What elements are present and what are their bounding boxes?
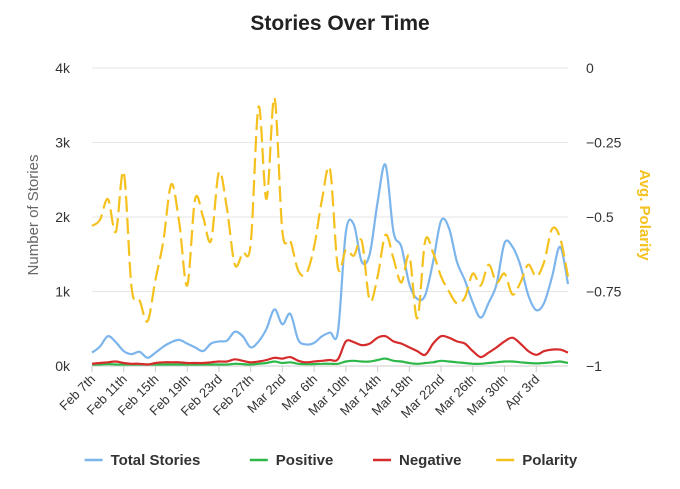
left-axis-ticks: 0k 1k 2k 3k 4k — [55, 60, 71, 374]
left-tick-label: 2k — [55, 209, 71, 225]
chart-title: Stories Over Time — [250, 12, 429, 35]
right-tick-label: −0.25 — [586, 135, 622, 151]
legend-item-positive[interactable]: Positive — [249, 452, 334, 469]
legend-label: Positive — [276, 452, 334, 469]
legend-item-polarity[interactable]: Polarity — [496, 452, 578, 469]
left-tick-label: 0k — [55, 358, 71, 374]
right-tick-label: −1 — [586, 358, 602, 374]
left-tick-label: 1k — [55, 284, 71, 300]
right-tick-label: −0.75 — [586, 284, 622, 300]
legend[interactable]: Total Stories Positive Negative Polarity — [84, 452, 578, 469]
legend-label: Total Stories — [111, 452, 201, 469]
right-tick-label: 0 — [586, 60, 594, 76]
x-tick-label: Apr 3rd — [502, 372, 543, 413]
legend-label: Negative — [399, 452, 462, 469]
left-tick-label: 4k — [55, 60, 71, 76]
series-line-total-stories — [91, 163, 570, 359]
series-layer — [91, 96, 570, 366]
left-tick-label: 3k — [55, 135, 71, 151]
legend-item-total-stories[interactable]: Total Stories — [84, 452, 201, 469]
right-axis-title: Avg. Polarity — [636, 169, 653, 261]
series-line-polarity — [91, 96, 570, 323]
legend-item-negative[interactable]: Negative — [373, 452, 462, 469]
right-axis-ticks: −1 −0.75 −0.5 −0.25 0 — [586, 60, 622, 374]
left-axis-title: Number of Stories — [25, 155, 42, 276]
grid-lines — [92, 67, 568, 367]
series-line-negative — [91, 334, 569, 366]
right-tick-label: −0.5 — [586, 209, 614, 225]
legend-label: Polarity — [522, 452, 578, 469]
series-line-positive — [91, 357, 569, 366]
